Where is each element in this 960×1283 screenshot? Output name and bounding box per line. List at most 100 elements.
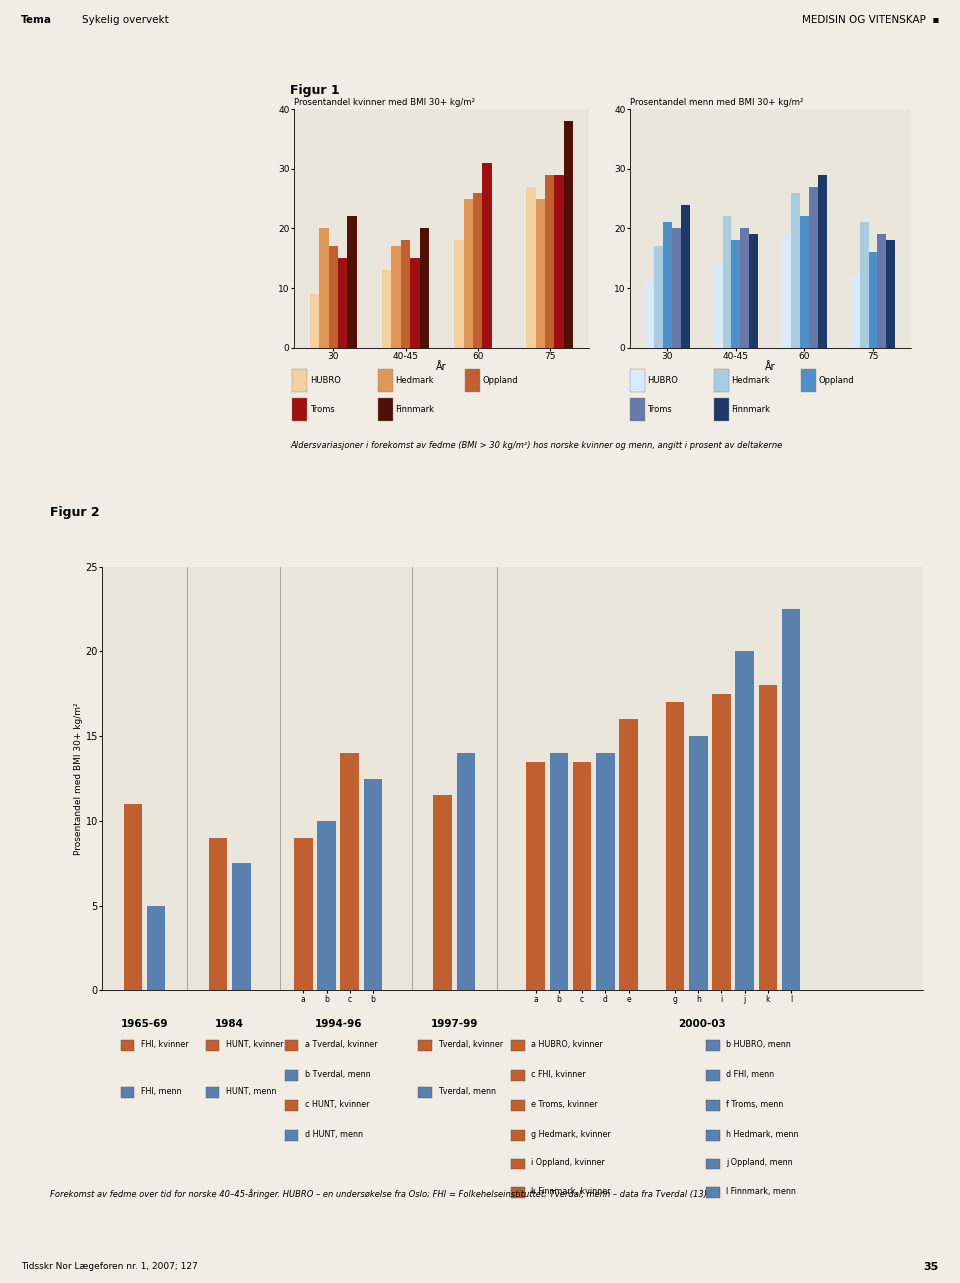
Text: HUBRO: HUBRO <box>310 376 341 385</box>
Bar <box>545 174 555 348</box>
Bar <box>549 753 568 990</box>
Bar <box>348 217 357 348</box>
Bar <box>781 609 801 990</box>
Bar <box>859 222 869 348</box>
Bar <box>800 217 809 348</box>
Text: 1965-69: 1965-69 <box>121 1019 168 1029</box>
Text: Troms: Troms <box>310 404 335 414</box>
Bar <box>782 235 791 348</box>
Bar <box>377 370 393 393</box>
Bar <box>596 753 614 990</box>
Bar <box>851 276 859 348</box>
Bar <box>869 253 877 348</box>
Text: Tverdal, kvinner: Tverdal, kvinner <box>438 1039 503 1049</box>
Bar <box>341 753 359 990</box>
Bar <box>418 1087 432 1097</box>
Bar <box>706 1159 720 1169</box>
Text: Tverdal, menn: Tverdal, menn <box>438 1087 496 1096</box>
Text: 35: 35 <box>924 1262 939 1271</box>
Bar <box>818 174 827 348</box>
Bar <box>791 192 800 348</box>
Text: Finnmark: Finnmark <box>396 404 434 414</box>
Text: Prosentandel menn med BMI 30+ kg/m²: Prosentandel menn med BMI 30+ kg/m² <box>630 98 804 106</box>
Text: k Finnmark, kvinner: k Finnmark, kvinner <box>531 1187 611 1196</box>
Text: Figur 2: Figur 2 <box>50 506 100 518</box>
Text: Tema: Tema <box>21 15 52 24</box>
Bar <box>750 235 758 348</box>
Bar <box>285 1130 299 1141</box>
Bar <box>706 1187 720 1198</box>
X-axis label: År: År <box>436 362 447 372</box>
Bar <box>401 240 410 348</box>
Text: b Tverdal, menn: b Tverdal, menn <box>305 1070 371 1079</box>
Text: g Hedmark, kvinner: g Hedmark, kvinner <box>531 1129 611 1139</box>
Text: b HUBRO, menn: b HUBRO, menn <box>726 1039 791 1049</box>
Bar <box>294 838 313 990</box>
Text: MEDISIN OG VITENSKAP  ▪: MEDISIN OG VITENSKAP ▪ <box>802 15 939 24</box>
Bar <box>392 246 401 348</box>
Bar <box>706 1130 720 1141</box>
Text: Hedmark: Hedmark <box>732 376 770 385</box>
Bar <box>713 398 729 421</box>
Text: FHI, menn: FHI, menn <box>141 1087 181 1096</box>
Bar <box>205 1087 220 1097</box>
Bar <box>433 795 452 990</box>
Bar <box>630 398 644 421</box>
Text: HUBRO: HUBRO <box>647 376 678 385</box>
Bar <box>758 685 778 990</box>
Bar <box>630 370 644 393</box>
Bar <box>665 702 684 990</box>
Bar <box>732 240 740 348</box>
Bar <box>619 720 637 990</box>
Text: d FHI, menn: d FHI, menn <box>726 1070 774 1079</box>
Bar <box>121 1041 134 1051</box>
Bar <box>723 217 732 348</box>
Text: a HUBRO, kvinner: a HUBRO, kvinner <box>531 1039 603 1049</box>
Bar <box>681 204 689 348</box>
Bar <box>317 821 336 990</box>
Bar <box>285 1101 299 1111</box>
Text: d HUNT, menn: d HUNT, menn <box>305 1129 363 1139</box>
Bar <box>511 1159 524 1169</box>
Bar <box>511 1041 524 1051</box>
Bar <box>418 1041 432 1051</box>
Bar <box>713 264 723 348</box>
Bar <box>564 121 573 348</box>
Text: i Oppland, kvinner: i Oppland, kvinner <box>531 1159 605 1168</box>
Bar <box>465 370 480 393</box>
Bar <box>573 762 591 990</box>
Bar <box>511 1101 524 1111</box>
Bar <box>205 1041 220 1051</box>
Text: Figur 1: Figur 1 <box>290 83 340 98</box>
Bar <box>364 779 382 990</box>
Bar <box>877 235 886 348</box>
Bar <box>310 294 320 348</box>
Bar <box>382 271 392 348</box>
Text: Oppland: Oppland <box>483 376 518 385</box>
Text: Oppland: Oppland <box>819 376 854 385</box>
Bar <box>706 1041 720 1051</box>
Bar <box>809 186 818 348</box>
Text: Tidsskr Nor Lægeforen nr. 1, 2007; 127: Tidsskr Nor Lægeforen nr. 1, 2007; 127 <box>21 1262 198 1271</box>
Bar <box>377 398 393 421</box>
Bar <box>886 240 896 348</box>
Bar <box>454 240 464 348</box>
Bar <box>706 1070 720 1082</box>
Bar <box>689 736 708 990</box>
Text: Hedmark: Hedmark <box>396 376 434 385</box>
Bar <box>121 1087 134 1097</box>
Text: j Oppland, menn: j Oppland, menn <box>726 1159 793 1168</box>
Bar <box>712 694 731 990</box>
Bar <box>645 282 654 348</box>
Text: 1997-99: 1997-99 <box>431 1019 478 1029</box>
Bar <box>209 838 228 990</box>
Bar <box>464 199 473 348</box>
Text: 1984: 1984 <box>215 1019 244 1029</box>
Text: Finnmark: Finnmark <box>732 404 770 414</box>
Text: Forekomst av fedme over tid for norske 40–45-åringer. HUBRO – en undersøkelse fr: Forekomst av fedme over tid for norske 4… <box>50 1189 707 1198</box>
Text: c FHI, kvinner: c FHI, kvinner <box>531 1070 586 1079</box>
Text: Aldersvariasjoner i forekomst av fedme (BMI > 30 kg/m²) hos norske kvinner og me: Aldersvariasjoner i forekomst av fedme (… <box>290 440 782 450</box>
Bar <box>293 398 307 421</box>
Bar <box>293 370 307 393</box>
Bar <box>232 863 251 990</box>
